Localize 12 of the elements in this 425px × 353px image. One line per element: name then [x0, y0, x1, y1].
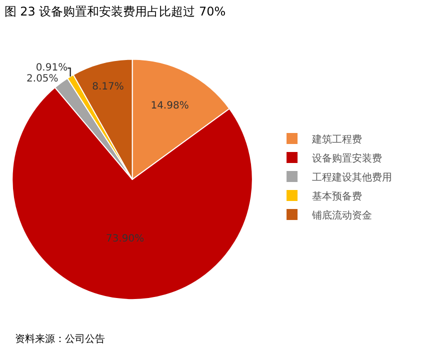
- legend-label: 工程建设其他费用: [312, 171, 392, 184]
- chart-title: 图 23 设备购置和安装费用占比超过 70%: [4, 4, 226, 18]
- data-label: 14.98%: [150, 100, 189, 112]
- data-label: 8.17%: [92, 81, 124, 92]
- data-label: 0.91%: [36, 62, 68, 74]
- legend-label: 基本预备费: [312, 190, 362, 202]
- data-label: 2.05%: [26, 74, 58, 85]
- text: 资料来源：公司公告: [15, 333, 105, 345]
- data-label: 73.90%: [106, 234, 144, 245]
- legend-label: 设备购置安装费: [312, 152, 382, 164]
- legend-label: 铺底流动资金: [311, 209, 372, 222]
- legend-label: 建筑工程费: [311, 133, 362, 146]
